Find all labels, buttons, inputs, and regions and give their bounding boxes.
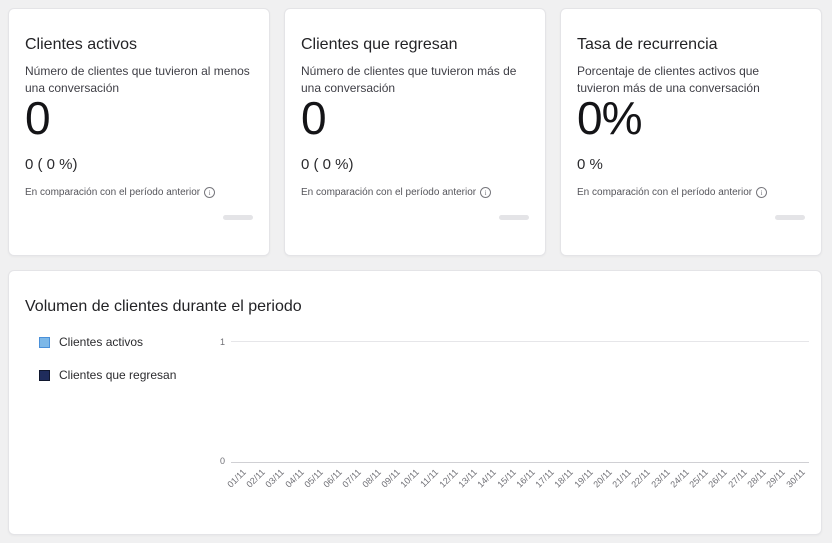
card-title: Clientes que regresan [301,36,458,54]
stat-card-clientes-que-regresan: Clientes que regresan Número de clientes… [284,8,546,256]
card-title: Tasa de recurrencia [577,36,718,54]
sparkline-placeholder [775,215,805,220]
x-axis-ticks: 01/11 02/11 03/11 04/11 05/11 06/11 07/11 08/11… [225,467,807,490]
card-comparison: 0 ( 0 %) [301,156,354,173]
legend-label: Clientes que regresan [59,368,177,382]
legend-item-clientes-activos[interactable]: Clientes activos [39,335,176,349]
legend-swatch [39,336,50,348]
footnote-text: En comparación con el período anterior [301,187,477,198]
legend-item-clientes-que-regresan[interactable]: Clientes que regresan [39,368,176,382]
card-comparison: 0 ( 0 %) [25,156,78,173]
chart-legend: Clientes activos Clientes que regresan [39,335,176,401]
legend-label: Clientes activos [59,335,144,349]
footnote-text: En comparación con el período anterior [577,187,753,198]
stat-card-tasa-de-recurrencia: Tasa de recurrencia Porcentaje de client… [560,8,822,256]
sparkline-placeholder [223,215,253,220]
card-description: Porcentaje de clientes activos que tuvie… [577,64,760,95]
card-title: Clientes activos [25,36,138,54]
chart-title: Volumen de clientes durante el periodo [25,298,302,316]
info-icon[interactable] [480,187,492,198]
legend-swatch [39,369,50,381]
card-comparison: 0 % [577,156,603,173]
info-icon[interactable] [204,187,216,198]
info-icon[interactable] [756,187,768,198]
card-description: Número de clientes que tuvieron al menos… [25,64,250,95]
y-tick-max: 1 [219,337,225,347]
card-footnote: En comparación con el período anterior [301,187,529,198]
stat-card-clientes-activos: Clientes activos Número de clientes que … [8,8,270,256]
chart-plot-area: 1 0 01/11 02/11 03/11 04/11 05/11 06/11 07/11 0… [220,337,809,490]
card-description: Número de clientes que tuvieron más de u… [301,64,517,95]
card-footnote: En comparación con el período anterior [25,187,253,198]
card-value: 0% [577,92,642,144]
sparkline-placeholder [499,215,529,220]
card-value: 0 [301,92,327,144]
y-tick-min: 0 [219,456,225,466]
chart-card-volumen-clientes: Volumen de clientes durante el periodo C… [8,270,822,535]
card-footnote: En comparación con el período anterior [577,187,805,198]
card-value: 0 [25,92,51,144]
footnote-text: En comparación con el período anterior [25,187,201,198]
